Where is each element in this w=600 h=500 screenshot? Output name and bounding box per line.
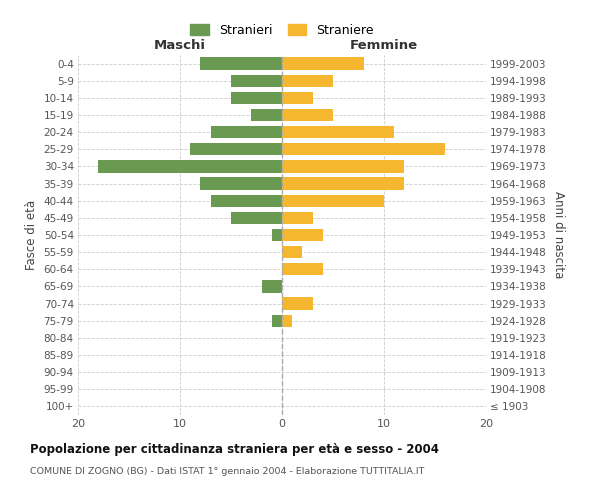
Legend: Stranieri, Straniere: Stranieri, Straniere bbox=[187, 20, 377, 40]
Bar bbox=[282, 92, 313, 104]
Text: COMUNE DI ZOGNO (BG) - Dati ISTAT 1° gennaio 2004 - Elaborazione TUTTITALIA.IT: COMUNE DI ZOGNO (BG) - Dati ISTAT 1° gen… bbox=[30, 468, 424, 476]
Bar bbox=[211, 194, 282, 207]
Bar bbox=[282, 314, 292, 327]
Bar bbox=[190, 143, 282, 156]
Bar bbox=[282, 58, 364, 70]
Bar bbox=[231, 74, 282, 87]
Bar bbox=[282, 143, 445, 156]
Bar bbox=[282, 109, 333, 121]
Bar bbox=[282, 246, 302, 258]
Bar bbox=[231, 92, 282, 104]
Bar bbox=[98, 160, 282, 172]
Bar bbox=[282, 178, 404, 190]
Bar bbox=[282, 160, 404, 172]
Bar bbox=[282, 263, 323, 276]
Bar bbox=[251, 109, 282, 121]
Text: Maschi: Maschi bbox=[154, 40, 206, 52]
Text: Femmine: Femmine bbox=[350, 40, 418, 52]
Bar bbox=[282, 74, 333, 87]
Bar bbox=[262, 280, 282, 292]
Bar bbox=[282, 298, 313, 310]
Y-axis label: Anni di nascita: Anni di nascita bbox=[553, 192, 565, 278]
Bar bbox=[282, 194, 384, 207]
Bar bbox=[231, 212, 282, 224]
Bar bbox=[272, 314, 282, 327]
Bar bbox=[272, 229, 282, 241]
Bar bbox=[200, 58, 282, 70]
Bar bbox=[282, 212, 313, 224]
Text: Popolazione per cittadinanza straniera per età e sesso - 2004: Popolazione per cittadinanza straniera p… bbox=[30, 442, 439, 456]
Bar bbox=[211, 126, 282, 138]
Bar bbox=[282, 229, 323, 241]
Bar bbox=[282, 126, 394, 138]
Y-axis label: Fasce di età: Fasce di età bbox=[25, 200, 38, 270]
Bar bbox=[200, 178, 282, 190]
